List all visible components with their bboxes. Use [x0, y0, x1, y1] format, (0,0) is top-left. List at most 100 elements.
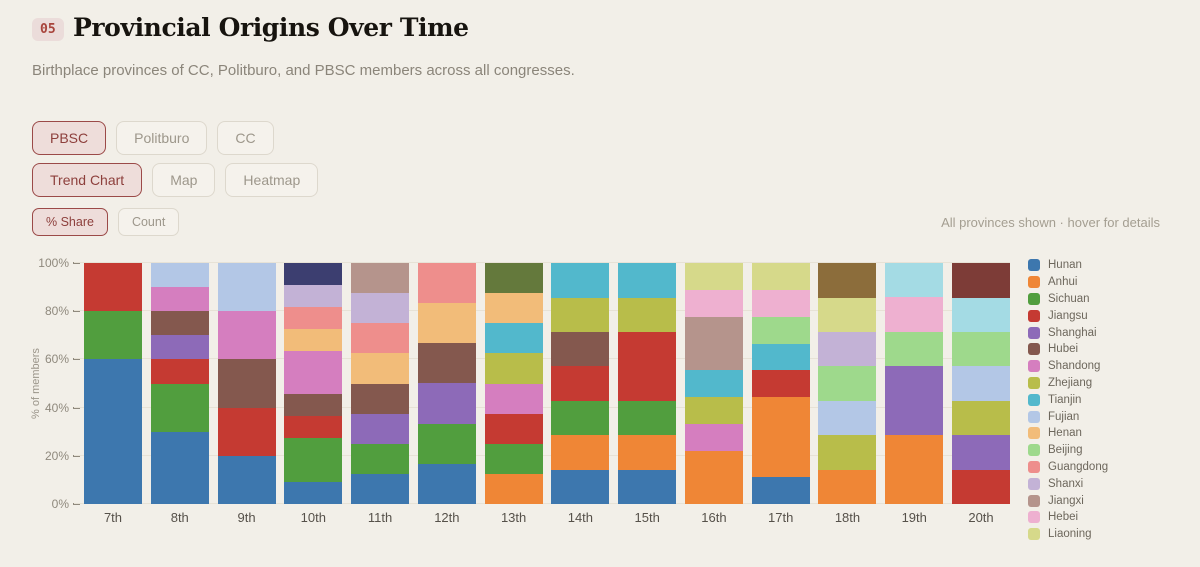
- bar-segment-unlisted-palecyan[interactable]: [952, 297, 1010, 332]
- bar-segment-unlisted-olive[interactable]: [484, 263, 543, 294]
- legend-item-jiangsu[interactable]: Jiangsu: [1028, 307, 1108, 324]
- bar-segment-jiangxi[interactable]: [684, 316, 743, 371]
- bar-8th[interactable]: [150, 263, 209, 504]
- bar-segment-henan[interactable]: [284, 328, 343, 351]
- bar-segment-beijing[interactable]: [885, 331, 944, 367]
- bar-segment-sichuan[interactable]: [417, 423, 476, 464]
- btn-count[interactable]: Count: [117, 208, 180, 237]
- bar-segment-unlisted-palecyan[interactable]: [885, 263, 944, 298]
- bar-segment-zhejiang[interactable]: [551, 297, 610, 332]
- bar-segment-jiangsu[interactable]: [84, 263, 142, 312]
- bar-segment-jiangxi[interactable]: [351, 263, 410, 294]
- bar-segment-hunan[interactable]: [150, 431, 209, 504]
- bar-13th[interactable]: [484, 263, 543, 504]
- bar-segment-hebei[interactable]: [885, 297, 944, 332]
- legend-item-shandong[interactable]: Shandong: [1028, 358, 1108, 375]
- legend-item-tianjin[interactable]: Tianjin: [1028, 391, 1108, 408]
- legend-item-hebei[interactable]: Hebei: [1028, 509, 1108, 526]
- bar-segment-tianjin[interactable]: [484, 323, 543, 354]
- legend-item-shanghai[interactable]: Shanghai: [1028, 324, 1108, 341]
- bar-segment-shanghai[interactable]: [952, 435, 1010, 470]
- bar-segment-jiangsu[interactable]: [618, 331, 677, 401]
- bar-segment-shandong[interactable]: [484, 383, 543, 414]
- btn-pbsc[interactable]: PBSC: [32, 121, 107, 156]
- btn--share[interactable]: % Share: [32, 208, 108, 237]
- bar-19th[interactable]: [885, 263, 944, 504]
- bar-10th[interactable]: [284, 263, 343, 504]
- bar-segment-hunan[interactable]: [618, 469, 677, 504]
- bar-segment-fujian[interactable]: [150, 263, 209, 288]
- legend-item-anhui[interactable]: Anhui: [1028, 274, 1108, 291]
- bar-segment-liaoning[interactable]: [818, 297, 877, 332]
- bar-segment-shandong[interactable]: [150, 287, 209, 312]
- bar-segment-hunan[interactable]: [417, 463, 476, 504]
- bar-segment-hubei[interactable]: [351, 383, 410, 414]
- bar-segment-hubei[interactable]: [217, 359, 276, 408]
- bar-segment-henan[interactable]: [417, 303, 476, 344]
- legend-item-hunan[interactable]: Hunan: [1028, 257, 1108, 274]
- bar-segment-sichuan[interactable]: [484, 443, 543, 474]
- bar-segment-beijing[interactable]: [952, 331, 1010, 367]
- bar-16th[interactable]: [684, 263, 743, 504]
- bar-segment-jiangsu[interactable]: [551, 366, 610, 401]
- bar-segment-sichuan[interactable]: [618, 400, 677, 436]
- bar-segment-tianjin[interactable]: [618, 263, 677, 298]
- bar-segment-shanghai[interactable]: [417, 383, 476, 424]
- bar-segment-tianjin[interactable]: [551, 263, 610, 298]
- bar-11th[interactable]: [351, 263, 410, 504]
- bar-segment-unlisted-khaki[interactable]: [818, 263, 877, 298]
- bar-segment-beijing[interactable]: [751, 316, 810, 344]
- bar-segment-henan[interactable]: [351, 353, 410, 384]
- bar-segment-unlisted-navy[interactable]: [284, 263, 343, 285]
- bar-segment-hunan[interactable]: [751, 477, 810, 504]
- legend-item-fujian[interactable]: Fujian: [1028, 408, 1108, 425]
- bar-7th[interactable]: [84, 263, 142, 504]
- bar-segment-zhejiang[interactable]: [484, 353, 543, 384]
- bar-segment-shanghai[interactable]: [150, 335, 209, 360]
- bar-segment-sichuan[interactable]: [84, 311, 142, 360]
- bar-segment-shanghai[interactable]: [885, 366, 944, 436]
- bar-segment-guangdong[interactable]: [417, 263, 476, 304]
- bar-segment-sichuan[interactable]: [551, 400, 610, 436]
- bar-segment-jiangsu[interactable]: [217, 407, 276, 456]
- bar-segment-beijing[interactable]: [818, 366, 877, 401]
- bar-segment-tianjin[interactable]: [684, 370, 743, 397]
- bar-segment-anhui[interactable]: [618, 435, 677, 470]
- btn-heatmap[interactable]: Heatmap: [225, 163, 319, 198]
- legend-item-liaoning[interactable]: Liaoning: [1028, 526, 1108, 543]
- bar-segment-shanxi[interactable]: [284, 284, 343, 307]
- bar-segment-jiangsu[interactable]: [751, 370, 810, 397]
- bar-segment-anhui[interactable]: [751, 397, 810, 478]
- bar-segment-jiangsu[interactable]: [150, 359, 209, 384]
- btn-politburo[interactable]: Politburo: [116, 121, 208, 156]
- legend-item-jiangxi[interactable]: Jiangxi: [1028, 492, 1108, 509]
- bar-segment-anhui[interactable]: [484, 473, 543, 504]
- bar-segment-shanxi[interactable]: [351, 293, 410, 324]
- bar-segment-hunan[interactable]: [351, 473, 410, 504]
- bar-segment-sichuan[interactable]: [351, 443, 410, 474]
- btn-map[interactable]: Map: [152, 163, 216, 198]
- bar-segment-sichuan[interactable]: [150, 383, 209, 432]
- legend-item-beijing[interactable]: Beijing: [1028, 442, 1108, 459]
- bar-segment-anhui[interactable]: [885, 435, 944, 504]
- bar-segment-hubei[interactable]: [150, 311, 209, 336]
- bar-18th[interactable]: [818, 263, 877, 504]
- bar-segment-liaoning[interactable]: [684, 263, 743, 290]
- bar-segment-jiangsu[interactable]: [952, 469, 1010, 504]
- bar-segment-tianjin[interactable]: [751, 343, 810, 371]
- bar-segment-zhejiang[interactable]: [618, 297, 677, 332]
- bar-segment-hunan[interactable]: [217, 455, 276, 504]
- bar-segment-zhejiang[interactable]: [684, 397, 743, 424]
- bar-segment-hubei[interactable]: [417, 343, 476, 384]
- bar-12th[interactable]: [417, 263, 476, 504]
- bar-segment-zhejiang[interactable]: [818, 435, 877, 470]
- bar-segment-sichuan[interactable]: [284, 438, 343, 483]
- bar-segment-guangdong[interactable]: [284, 306, 343, 329]
- bar-segment-anhui[interactable]: [551, 435, 610, 470]
- bar-segment-fujian[interactable]: [217, 263, 276, 312]
- legend-item-sichuan[interactable]: Sichuan: [1028, 291, 1108, 308]
- bar-segment-jiangsu[interactable]: [284, 416, 343, 439]
- bar-segment-shanxi[interactable]: [818, 331, 877, 367]
- bar-segment-shandong[interactable]: [284, 350, 343, 395]
- legend-item-zhejiang[interactable]: Zhejiang: [1028, 375, 1108, 392]
